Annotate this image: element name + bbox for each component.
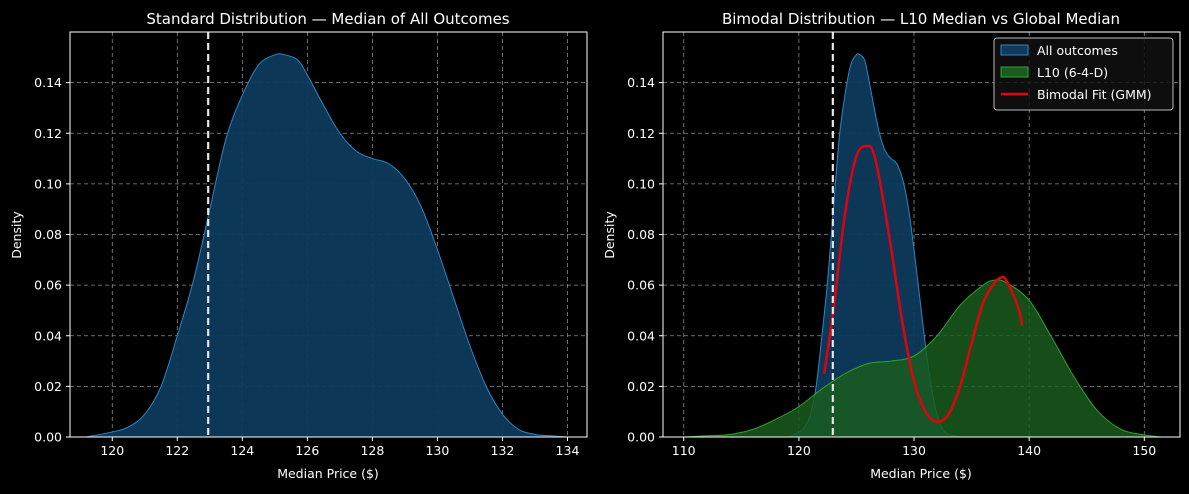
right-x-tick-label: 110: [672, 443, 696, 458]
legend-swatch-all-outcomes: [1000, 44, 1029, 56]
left-chart-panel: Standard Distribution — Median of All Ou…: [9, 10, 588, 481]
left-y-tick-label: 0.14: [34, 75, 62, 90]
right-area-l10-6-4-d: [683, 279, 1162, 437]
right-chart-title: Bimodal Distribution — L10 Median vs Glo…: [722, 10, 1120, 28]
right-y-tick-label: 0.04: [627, 328, 655, 343]
right-y-tick-label: 0.02: [627, 379, 655, 394]
left-y-tick-label: 0.10: [34, 176, 62, 191]
left-y-tick-label: 0.02: [34, 379, 62, 394]
right-y-axis-label: Density: [602, 211, 617, 259]
left-x-tick-label: 132: [491, 443, 515, 458]
legend-frame: [993, 37, 1174, 111]
left-y-tick-label: 0.08: [34, 227, 62, 242]
legend: All outcomes L10 (6-4-D) Bimodal Fit (GM…: [993, 37, 1174, 111]
left-plot-area: 120 122 124 126 128 130 132 134 0.00 0.02 0.04 0.06…: [34, 31, 588, 458]
left-x-tick-label: 120: [100, 443, 124, 458]
left-y-tick-label: 0.12: [34, 126, 62, 141]
right-line-l10-6-4-d: [683, 279, 1162, 437]
left-line-all-outcomes: [86, 53, 568, 437]
right-y-tick-label: 0.08: [627, 227, 655, 242]
right-x-tick-label: 120: [787, 443, 811, 458]
right-x-axis-label: Median Price ($): [870, 466, 972, 481]
left-x-axis-label: Median Price ($): [277, 466, 379, 481]
left-x-tick-label: 128: [360, 443, 384, 458]
left-x-tick-label: 134: [556, 443, 580, 458]
left-series-group: [86, 53, 568, 437]
right-y-tick-label: 0.00: [627, 430, 655, 445]
left-area-all-outcomes: [86, 53, 568, 437]
legend-swatch-l10: [1000, 66, 1029, 78]
left-x-tick-label: 126: [295, 443, 319, 458]
left-y-axis-label: Density: [9, 211, 24, 259]
right-y-tick-label: 0.14: [627, 75, 655, 90]
right-x-tick-label: 150: [1132, 443, 1156, 458]
left-y-tick-label: 0.00: [34, 430, 62, 445]
right-x-tick-label: 140: [1017, 443, 1041, 458]
right-line-bimodal-fit-gmm: [822, 144, 1024, 424]
right-y-tick-label: 0.12: [627, 126, 655, 141]
left-x-tick-label: 124: [230, 443, 254, 458]
right-y-tick-label: 0.10: [627, 176, 655, 191]
right-chart-panel: Bimodal Distribution — L10 Median vs Glo…: [602, 10, 1181, 481]
left-y-tick-label: 0.06: [34, 278, 62, 293]
left-chart-title: Standard Distribution — Median of All Ou…: [146, 10, 509, 28]
left-x-tick-label: 122: [165, 443, 189, 458]
right-y-tick-label: 0.06: [627, 278, 655, 293]
legend-label-gmm: Bimodal Fit (GMM): [1037, 87, 1152, 102]
left-y-tick-label: 0.04: [34, 328, 62, 343]
legend-label-all-outcomes: All outcomes: [1037, 43, 1118, 58]
right-x-tick-label: 130: [902, 443, 926, 458]
left-x-tick-label: 130: [425, 443, 449, 458]
legend-label-l10: L10 (6-4-D): [1037, 65, 1108, 80]
